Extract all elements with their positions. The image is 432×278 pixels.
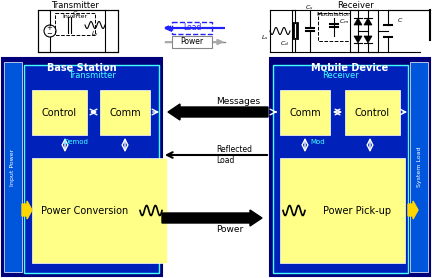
- FancyBboxPatch shape: [410, 62, 428, 272]
- Text: Comm: Comm: [109, 108, 141, 118]
- FancyArrow shape: [165, 39, 223, 44]
- Text: Load: Load: [183, 24, 201, 33]
- Text: System Load: System Load: [416, 147, 422, 187]
- Text: Transmitter: Transmitter: [51, 1, 99, 9]
- Text: Modulation: Modulation: [317, 13, 352, 18]
- Text: Power: Power: [181, 38, 203, 46]
- Text: Power Pick-up: Power Pick-up: [324, 205, 391, 215]
- FancyBboxPatch shape: [172, 36, 212, 48]
- Text: Mod: Mod: [311, 139, 325, 145]
- Text: Base Station: Base Station: [47, 63, 117, 73]
- Polygon shape: [364, 36, 372, 43]
- Text: Reflected
Load: Reflected Load: [216, 145, 252, 165]
- Text: Power: Power: [216, 225, 243, 235]
- Text: $C_m$: $C_m$: [339, 18, 349, 26]
- FancyBboxPatch shape: [32, 90, 87, 135]
- FancyBboxPatch shape: [32, 158, 167, 263]
- FancyArrow shape: [165, 26, 225, 31]
- Text: Input Power: Input Power: [10, 148, 16, 186]
- Text: Power Conversion: Power Conversion: [41, 205, 128, 215]
- Text: Receiver: Receiver: [337, 1, 373, 9]
- Text: Control: Control: [355, 108, 390, 118]
- FancyBboxPatch shape: [4, 62, 22, 272]
- FancyBboxPatch shape: [270, 58, 430, 276]
- Text: Transmitter: Transmitter: [67, 71, 115, 80]
- Polygon shape: [354, 36, 362, 43]
- FancyBboxPatch shape: [280, 158, 405, 263]
- Text: Receiver: Receiver: [322, 71, 359, 80]
- Text: Messages: Messages: [216, 98, 260, 106]
- FancyArrow shape: [162, 210, 262, 226]
- FancyArrow shape: [22, 201, 32, 219]
- Text: +: +: [46, 25, 52, 31]
- Text: $L_s$: $L_s$: [261, 34, 269, 43]
- Text: Control: Control: [42, 108, 77, 118]
- Text: Demod: Demod: [64, 139, 89, 145]
- Text: Inverter: Inverter: [63, 14, 88, 19]
- Text: $L_s$: $L_s$: [91, 29, 99, 38]
- FancyBboxPatch shape: [345, 90, 400, 135]
- FancyBboxPatch shape: [280, 90, 330, 135]
- FancyBboxPatch shape: [100, 90, 150, 135]
- Text: $C$: $C$: [397, 16, 403, 24]
- Text: Comm: Comm: [289, 108, 321, 118]
- FancyBboxPatch shape: [24, 65, 159, 273]
- Text: −: −: [46, 31, 52, 37]
- Text: $C_d$: $C_d$: [280, 39, 289, 48]
- FancyArrow shape: [168, 104, 268, 120]
- FancyArrow shape: [408, 201, 418, 219]
- Text: Mobile Device: Mobile Device: [311, 63, 389, 73]
- Polygon shape: [354, 18, 362, 25]
- Text: $C_s$: $C_s$: [305, 4, 313, 13]
- Text: $C_p$: $C_p$: [72, 10, 80, 20]
- Polygon shape: [364, 18, 372, 25]
- FancyBboxPatch shape: [273, 65, 408, 273]
- FancyBboxPatch shape: [2, 58, 162, 276]
